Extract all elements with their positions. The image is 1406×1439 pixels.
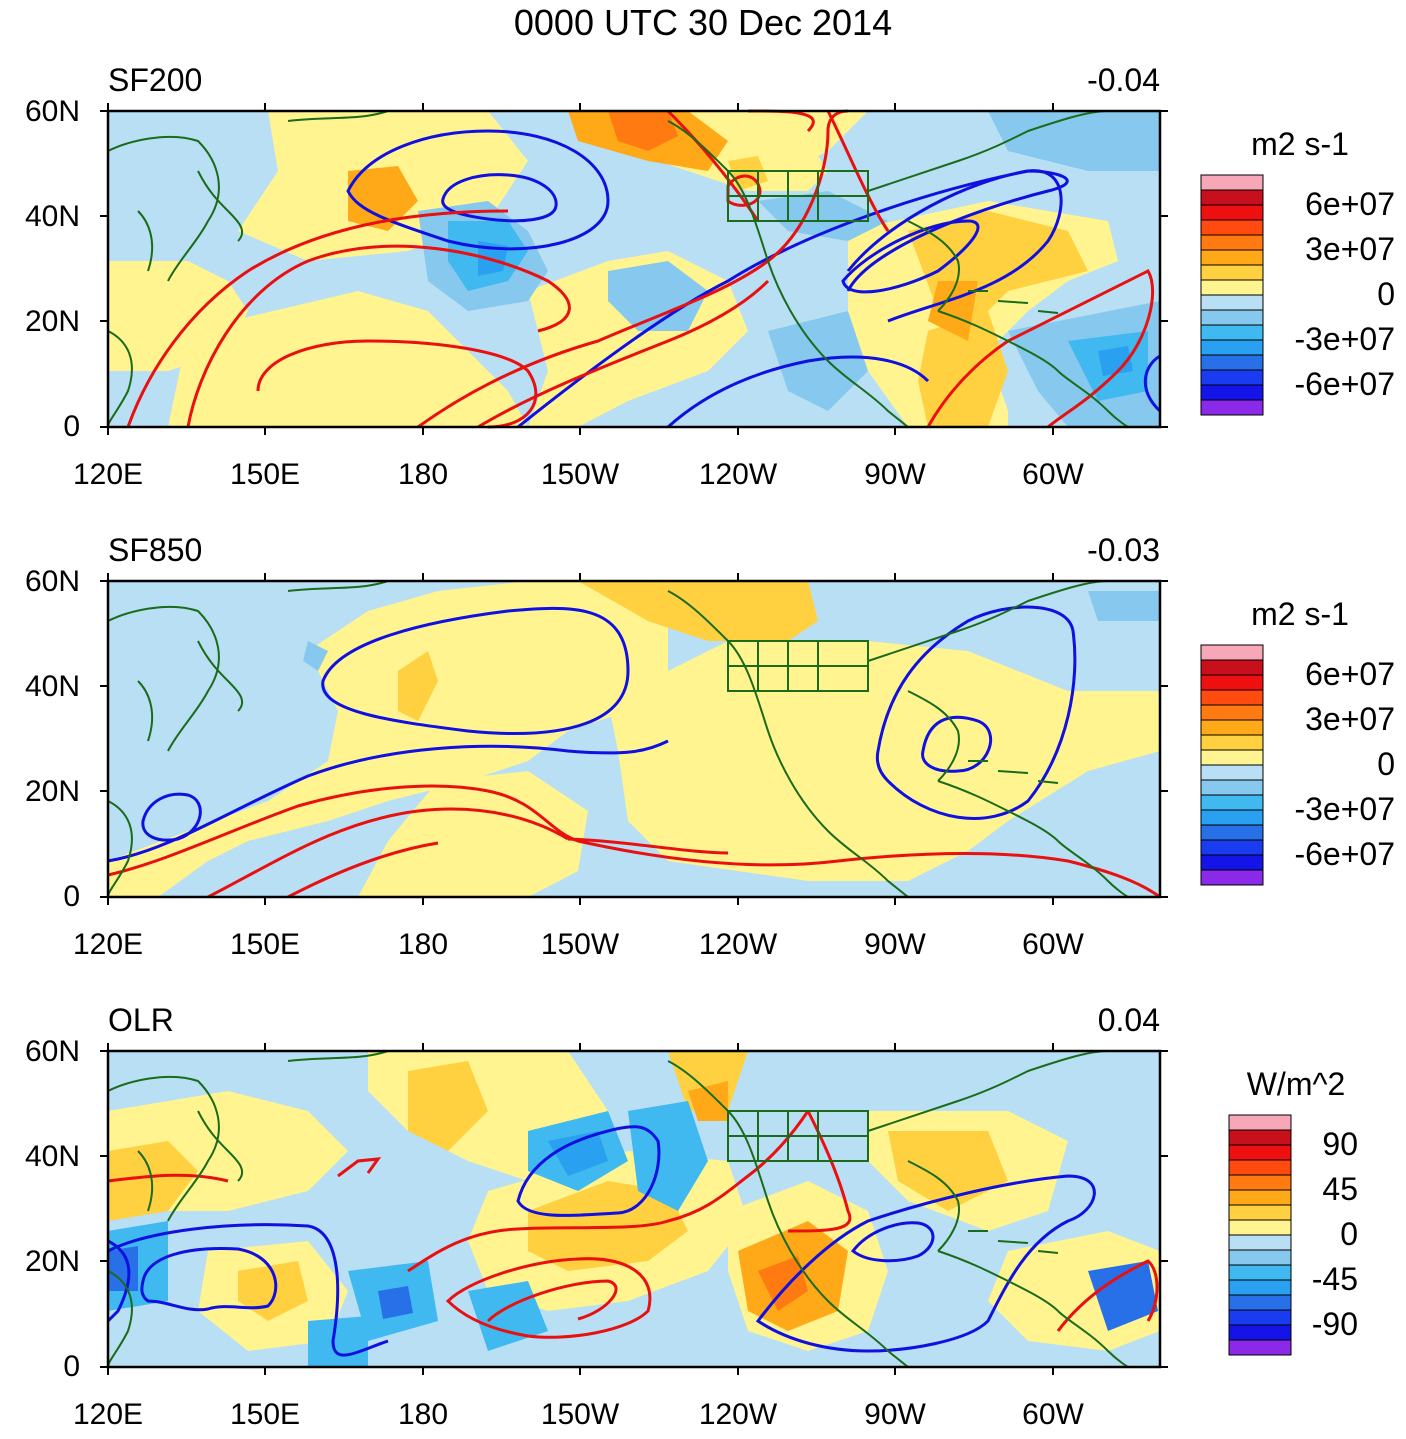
colorbar-label: 0 — [1340, 1216, 1358, 1252]
colorbar-label: -45 — [1311, 1261, 1358, 1297]
colorbar-units-olr: W/m^2 — [1246, 1066, 1346, 1102]
map-frame — [106, 579, 1162, 899]
lat-label-60n: 60N — [24, 565, 80, 598]
panel-correlation-olr: 0.04 — [1097, 1002, 1160, 1038]
coastlines — [107, 580, 1129, 898]
colorbar-label: 6e+07 — [1305, 186, 1395, 222]
lon-label-150e: 150E — [229, 928, 301, 961]
colorbar-units-sf850: m2 s-1 — [1251, 596, 1349, 632]
lat-label-60n: 60N — [24, 1035, 80, 1068]
axis-ticks — [100, 103, 1168, 435]
colorbar-sf200 — [1200, 174, 1264, 416]
colorbar-label: 3e+07 — [1305, 701, 1395, 737]
panel-label-sf850: SF850 — [108, 532, 203, 568]
figure-title: 0000 UTC 30 Dec 2014 — [513, 2, 893, 43]
lat-label-60n: 60N — [24, 95, 80, 128]
lon-label-60w: 60W — [1022, 928, 1084, 961]
lat-label-20n: 20N — [24, 305, 80, 338]
colorbar-label: -6e+07 — [1294, 836, 1395, 872]
lat-label-eq: 0 — [63, 410, 80, 443]
lon-label-150e: 150E — [229, 458, 301, 491]
lon-label-90w: 90W — [864, 1398, 926, 1431]
colorbar-label: -3e+07 — [1294, 791, 1395, 827]
coastlines — [107, 110, 1129, 428]
colorbar-olr — [1228, 1114, 1292, 1356]
colorbar-label: -6e+07 — [1294, 366, 1395, 402]
lon-label-180: 180 — [397, 1398, 449, 1431]
lon-label-90w: 90W — [864, 928, 926, 961]
colorbar-swatch — [1200, 869, 1264, 886]
lon-label-120w: 120W — [698, 928, 778, 961]
colorbar-swatch — [1228, 1339, 1292, 1356]
lon-label-150w: 150W — [540, 1398, 620, 1431]
colorbar-label: 45 — [1322, 1171, 1358, 1207]
lat-label-40n: 40N — [24, 200, 80, 233]
lon-label-60w: 60W — [1022, 1398, 1084, 1431]
contour-lines — [126, 109, 1162, 429]
lon-label-120e: 120E — [72, 458, 144, 491]
panel-label-sf200: SF200 — [108, 62, 203, 98]
lon-label-180: 180 — [397, 458, 449, 491]
map-frame — [106, 109, 1162, 429]
panel-correlation-sf850: -0.03 — [1087, 532, 1160, 568]
axis-ticks — [100, 1043, 1168, 1375]
lat-label-eq: 0 — [63, 1350, 80, 1383]
lon-label-150e: 150E — [229, 1398, 301, 1431]
colorbar-label: 6e+07 — [1305, 656, 1395, 692]
lat-label-20n: 20N — [24, 1245, 80, 1278]
map-panel-sf200 — [100, 103, 1168, 435]
lon-label-120e: 120E — [72, 928, 144, 961]
lat-label-eq: 0 — [63, 880, 80, 913]
lat-label-40n: 40N — [24, 670, 80, 703]
panel-label-olr: OLR — [108, 1002, 174, 1038]
colorbar-label: -3e+07 — [1294, 321, 1395, 357]
colorbar-label: 3e+07 — [1305, 231, 1395, 267]
panel-correlation-sf200: -0.04 — [1087, 62, 1160, 98]
colorbar-label: 0 — [1377, 746, 1395, 782]
lon-label-150w: 150W — [540, 928, 620, 961]
colorbar-label: 90 — [1322, 1126, 1358, 1162]
coastlines — [107, 1050, 1129, 1368]
colorbar-sf850 — [1200, 644, 1264, 886]
lat-label-20n: 20N — [24, 775, 80, 808]
map-frame — [106, 1049, 1162, 1369]
colorbar-units-sf200: m2 s-1 — [1251, 126, 1349, 162]
map-panel-sf850 — [100, 573, 1168, 905]
lon-label-90w: 90W — [864, 458, 926, 491]
shaded-anomaly-field — [108, 111, 1160, 427]
lon-label-180: 180 — [397, 928, 449, 961]
axis-ticks — [100, 573, 1168, 905]
contour-lines — [107, 605, 1161, 899]
colorbar-label: 0 — [1377, 276, 1395, 312]
lon-label-150w: 150W — [540, 458, 620, 491]
lat-label-40n: 40N — [24, 1140, 80, 1173]
lon-label-120e: 120E — [72, 1398, 144, 1431]
shaded-anomaly-field — [108, 581, 1160, 897]
colorbar-label: -90 — [1311, 1306, 1358, 1342]
colorbar-swatch — [1200, 399, 1264, 416]
map-panel-olr — [100, 1043, 1168, 1375]
lon-label-120w: 120W — [698, 458, 778, 491]
lon-label-60w: 60W — [1022, 458, 1084, 491]
lon-label-120w: 120W — [698, 1398, 778, 1431]
